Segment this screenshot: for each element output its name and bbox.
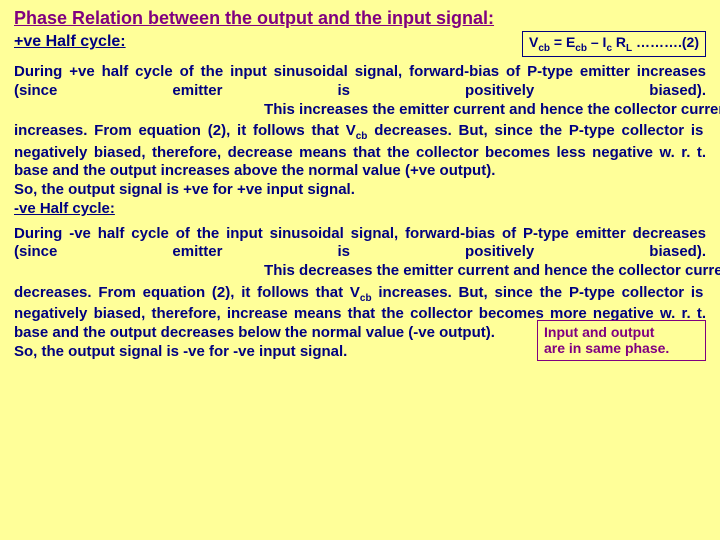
phase-line-2: are in same phase. xyxy=(544,340,669,356)
neg-so-line: So, the output signal is -ve for -ve inp… xyxy=(14,343,347,360)
eq-eq: = E xyxy=(550,34,575,50)
eq-ecb-sub: cb xyxy=(575,43,587,54)
pos-line-1: During +ve half cycle of the input sinus… xyxy=(14,63,706,99)
positive-half-paragraph: During +ve half cycle of the input sinus… xyxy=(14,63,706,219)
pos-vcb-sub: cb xyxy=(356,131,368,142)
negative-half-paragraph: During -ve half cycle of the input sinus… xyxy=(14,225,706,362)
neg-line-2: This decreases the emitter current and h… xyxy=(14,262,720,279)
pos-line-4b: increases. From equation (2), it follows… xyxy=(14,122,356,139)
eq-minus: – I xyxy=(587,34,606,50)
pos-half-cycle-heading: +ve Half cycle: xyxy=(14,33,126,51)
neg-vcb-sub: cb xyxy=(360,293,372,304)
pos-line-2: This increases the emitter current and h… xyxy=(14,101,720,118)
phase-line-1: Input and output xyxy=(544,324,654,340)
eq-vcb: V xyxy=(529,34,538,50)
eq-r: R xyxy=(612,34,626,50)
neg-line-1: During -ve half cycle of the input sinus… xyxy=(14,225,706,261)
phase-summary-box: Input and output are in same phase. xyxy=(537,320,706,362)
header-row: +ve Half cycle: Vcb = Ecb – Ic RL ……….(2… xyxy=(14,33,706,57)
eq-vcb-sub: cb xyxy=(538,43,550,54)
equation-box: Vcb = Ecb – Ic RL ……….(2) xyxy=(522,31,706,57)
main-heading: Phase Relation between the output and th… xyxy=(14,8,706,29)
eq-trail: ……….(2) xyxy=(632,34,699,50)
page-root: Phase Relation between the output and th… xyxy=(0,0,720,375)
pos-so-line: So, the output signal is +ve for +ve inp… xyxy=(14,181,355,198)
neg-half-cycle-heading: -ve Half cycle: xyxy=(14,200,115,217)
neg-line-4b: decreases. From equation (2), it follows… xyxy=(14,284,360,301)
